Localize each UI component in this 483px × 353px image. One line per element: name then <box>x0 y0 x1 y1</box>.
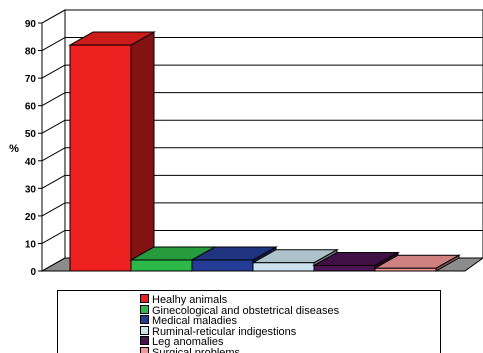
gridline-side <box>41 230 66 244</box>
gridline-side <box>41 174 66 189</box>
bars <box>68 31 461 272</box>
legend-list: Healhy animals Ginecological and obstetri… <box>140 294 339 353</box>
legend-swatch <box>140 304 149 314</box>
legend-item: Medical maladies <box>140 315 339 328</box>
y-tick-label: 80 <box>25 47 37 58</box>
gridline-side <box>41 202 66 217</box>
bar-chart: 0 10 20 30 40 50 60 70 80 90 % <box>9 9 483 278</box>
legend-item: Ginecological and obstetrical diseases <box>140 304 340 317</box>
legend-swatch <box>140 346 149 353</box>
legend-swatch <box>140 315 149 325</box>
y-tick-label: 30 <box>25 184 37 195</box>
y-tick-label: 60 <box>25 102 37 113</box>
y-tick-label: 70 <box>25 74 37 85</box>
legend: Healhy animals Ginecological and obstetri… <box>57 290 441 353</box>
gridline-side <box>41 257 66 272</box>
y-axis-label: % <box>9 143 19 155</box>
legend-label: Ruminal-reticular indigestions <box>152 325 297 338</box>
legend-swatch <box>140 325 149 335</box>
legend-label: Surgical problems <box>152 346 241 353</box>
legend-item: Surgical problems <box>140 346 339 353</box>
bar-front <box>130 259 193 272</box>
gridline-side <box>41 92 66 107</box>
gridline-side <box>41 9 66 24</box>
bar-front <box>313 264 376 272</box>
y-tick-label: 40 <box>25 157 37 168</box>
gridline-side <box>41 64 66 79</box>
gridline-side <box>41 147 66 162</box>
legend-label: Ginecological and obstetrical diseases <box>152 304 340 317</box>
y-tick-label: 0 <box>30 267 36 278</box>
bar <box>373 254 461 272</box>
bar-front <box>69 44 132 272</box>
bar <box>68 31 156 272</box>
gridline-side <box>41 37 66 51</box>
y-tick-label: 90 <box>25 19 37 30</box>
gridline-side <box>41 119 66 134</box>
bar-side <box>130 31 155 272</box>
legend-item: Ruminal-reticular indigestions <box>140 325 339 338</box>
y-tick-label: 10 <box>25 239 37 250</box>
legend-label: Leg anomalies <box>152 336 224 349</box>
bar-front <box>252 262 315 272</box>
legend-label: Medical maladies <box>152 315 237 328</box>
legend-swatch <box>140 294 149 303</box>
legend-item: Leg anomalies <box>140 336 339 349</box>
legend-label: Healhy animals <box>152 294 228 306</box>
legend-swatch <box>140 336 149 346</box>
legend-item: Healhy animals <box>140 294 339 306</box>
y-tick-label: 50 <box>25 129 37 140</box>
bar-front <box>374 267 437 272</box>
y-tick-label: 20 <box>25 212 37 223</box>
bar-front <box>191 259 254 272</box>
